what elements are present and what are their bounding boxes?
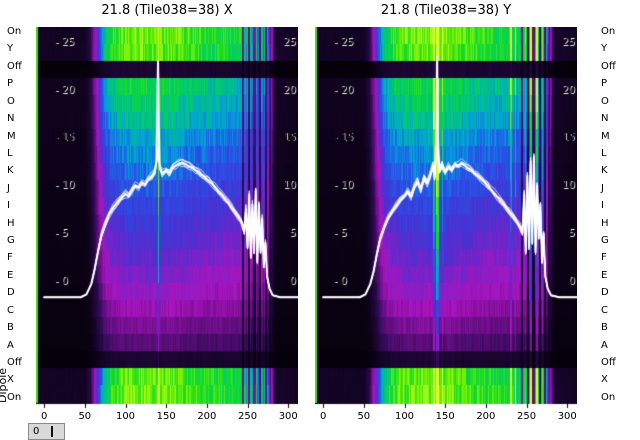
- x-tick-label: 100: [115, 411, 136, 422]
- dipole-label: X: [7, 374, 14, 386]
- dipole-axis-left: On Y Off P O N M L K J I H G F E D C B A Off X On: [7, 27, 33, 403]
- x-tick-label: 250: [238, 411, 258, 422]
- x-axis-labels-left-plot: 0 50 100 150 200 250 300: [36, 411, 298, 423]
- plot-title-y: 21.8 (Tile038=38) Y: [380, 3, 512, 18]
- x-tick-label: 300: [557, 411, 577, 422]
- dipole-label: D: [601, 287, 609, 299]
- dipole-label: On: [601, 26, 616, 37]
- dipole-label: L: [7, 147, 13, 159]
- dipole-label: F: [601, 252, 607, 264]
- x-tick-label: 150: [435, 411, 455, 422]
- dipole-label: C: [601, 304, 608, 316]
- dipole-label: K: [601, 165, 608, 177]
- dipole-label: I: [7, 200, 10, 212]
- dipole-label: I: [601, 200, 604, 212]
- dipole-label: P: [7, 78, 14, 90]
- dipole-label: K: [7, 165, 14, 177]
- dipole-label: P: [601, 78, 608, 90]
- dipole-label: Y: [601, 43, 608, 55]
- dipole-label: L: [601, 147, 607, 159]
- x-tick-label: 100: [394, 411, 415, 422]
- x-tick-label: 0: [40, 411, 48, 422]
- dipole-label: B: [7, 322, 14, 334]
- dipole-label: C: [7, 304, 14, 316]
- dipole-label: M: [601, 130, 610, 142]
- heatmap-plot-y: [315, 27, 577, 409]
- dipole-label: N: [601, 113, 609, 125]
- dipole-label: J: [7, 182, 10, 194]
- x-tick-label: 250: [517, 411, 537, 422]
- x-tick-label: 50: [357, 411, 371, 422]
- plot-title-x: 21.8 (Tile038=38) X: [101, 3, 233, 18]
- dipole-label: M: [7, 130, 16, 142]
- dipole-axis-right: On Y Off P O N M L K J I H G F E D C B A Off X On: [601, 27, 631, 403]
- dipole-label: H: [7, 217, 15, 229]
- dipole-label: A: [601, 339, 608, 351]
- dipole-label: On: [7, 26, 22, 37]
- x-tick-label: 0: [319, 411, 327, 422]
- dipole-label: E: [7, 269, 14, 281]
- x-tick-label: 200: [476, 411, 496, 422]
- dipole-label: B: [601, 322, 608, 334]
- dipole-label: O: [7, 95, 15, 107]
- x-tick-label: 150: [156, 411, 176, 422]
- dipole-label: Off: [7, 60, 22, 72]
- value-input[interactable]: 0: [28, 423, 65, 440]
- dipole-label: A: [7, 339, 14, 351]
- dipole-label: J: [601, 182, 604, 194]
- x-tick-label: 300: [278, 411, 298, 422]
- value-input-text: 0: [33, 426, 40, 437]
- dipole-label: G: [7, 235, 15, 247]
- dipole-label: E: [601, 269, 608, 281]
- x-axis-labels-right-plot: 0 50 100 150 200 250 300: [315, 411, 577, 423]
- dipole-label: D: [7, 287, 15, 299]
- dipole-label: Off: [7, 357, 22, 369]
- dipole-label: On: [7, 391, 22, 403]
- dipole-label: Y: [7, 43, 14, 55]
- dipole-label: Off: [601, 60, 616, 72]
- dipole-label: X: [601, 374, 608, 386]
- dipole-label: F: [7, 252, 13, 264]
- heatmap-plot-x: [36, 27, 298, 409]
- dipole-label: G: [601, 235, 609, 247]
- dipole-label: On: [601, 391, 616, 403]
- dipole-label: O: [601, 95, 609, 107]
- x-tick-label: 50: [78, 411, 92, 422]
- text-cursor: [51, 426, 53, 437]
- x-tick-label: 200: [197, 411, 217, 422]
- dipole-label: N: [7, 113, 15, 125]
- dipole-label: H: [601, 217, 609, 229]
- dipole-label: Off: [601, 357, 616, 369]
